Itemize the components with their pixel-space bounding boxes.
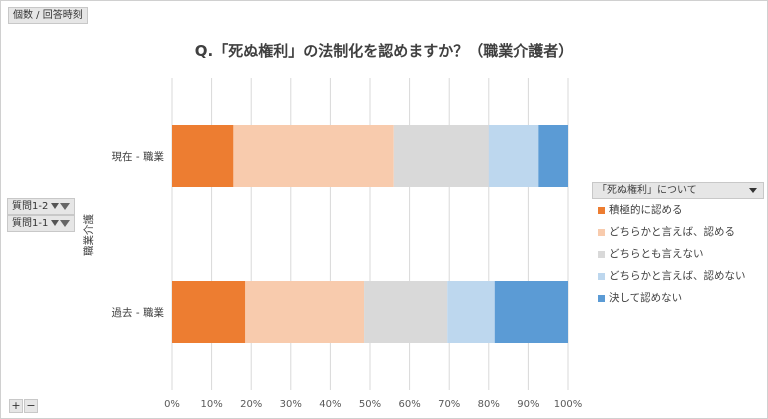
legend-swatch [598, 272, 605, 280]
x-tick-label: 30% [280, 399, 302, 410]
chevron-down-icon [749, 188, 757, 193]
bar-segment[interactable] [233, 125, 394, 187]
x-tick-label: 90% [517, 399, 539, 410]
chart-title: Q.「死ぬ権利」の法制化を認めますか？（職業介護者） [194, 42, 574, 60]
legend-label: どちらとも言えない [609, 248, 704, 260]
bar-segment[interactable] [393, 125, 489, 187]
legend-item[interactable]: 決して認めない [592, 287, 764, 309]
legend-swatch [598, 228, 605, 236]
legend-swatch [598, 206, 605, 214]
expand-field-button[interactable]: + [9, 399, 23, 413]
dropdown-arrow-icon [51, 220, 60, 226]
bar-segment[interactable] [172, 125, 234, 187]
filter-funnel-icon [60, 219, 71, 227]
legend: 「死ぬ権利」について 積極的に認めるどちらかと言えば、認める どちらとも言えないど… [592, 182, 764, 309]
category-label: 過去 - 職業 [112, 306, 165, 319]
legend-item[interactable]: 積極的に認める [592, 199, 764, 221]
legend-swatch [598, 250, 605, 258]
legend-label: 積極的に認める [609, 204, 683, 216]
x-tick-label: 80% [478, 399, 500, 410]
legend-item[interactable]: どちらかと言えば、認めない [592, 265, 764, 287]
bar-segment[interactable] [245, 281, 365, 343]
legend-item[interactable]: どちらとも言えない [592, 243, 764, 265]
axis-filter-question-1-2[interactable]: 質問1-2 [7, 198, 76, 215]
bar-segment[interactable] [494, 281, 568, 343]
plus-icon: + [11, 399, 21, 412]
values-field-label: 個数 / 回答時刻 [13, 10, 83, 21]
x-tick-label: 0% [164, 399, 180, 410]
category-label: 現在 - 職業 [112, 150, 165, 163]
axis-filter-label: 質問1-1 [12, 218, 49, 229]
values-field-button[interactable]: 個数 / 回答時刻 [8, 7, 88, 24]
x-tick-label: 20% [240, 399, 262, 410]
y-axis-title: 職業介護 [82, 214, 95, 256]
legend-swatch [598, 294, 605, 302]
x-tick-label: 60% [398, 399, 420, 410]
x-tick-label: 10% [200, 399, 222, 410]
bar-segment[interactable] [364, 281, 448, 343]
x-tick-label: 50% [359, 399, 381, 410]
collapse-field-button[interactable]: − [24, 399, 38, 413]
legend-label: どちらかと言えば、認める [609, 226, 735, 238]
legend-item[interactable]: どちらかと言えば、認める [592, 221, 764, 243]
x-tick-label: 40% [319, 399, 341, 410]
legend-title: 「死ぬ権利」について [597, 185, 697, 196]
legend-label: 決して認めない [609, 292, 683, 304]
legend-field-button[interactable]: 「死ぬ権利」について [592, 182, 764, 199]
bar-segment[interactable] [172, 281, 246, 343]
bar-segment[interactable] [538, 125, 568, 187]
x-tick-label: 70% [438, 399, 460, 410]
bar-segment[interactable] [488, 125, 539, 187]
minus-icon: − [26, 399, 36, 412]
dropdown-arrow-icon [51, 203, 60, 209]
bar-segment[interactable] [447, 281, 495, 343]
legend-label: どちらかと言えば、認めない [609, 270, 746, 282]
x-tick-label: 100% [554, 399, 583, 410]
filter-funnel-icon [60, 202, 71, 210]
axis-filter-question-1-1[interactable]: 質問1-1 [7, 215, 76, 232]
axis-filter-label: 質問1-2 [12, 201, 49, 212]
